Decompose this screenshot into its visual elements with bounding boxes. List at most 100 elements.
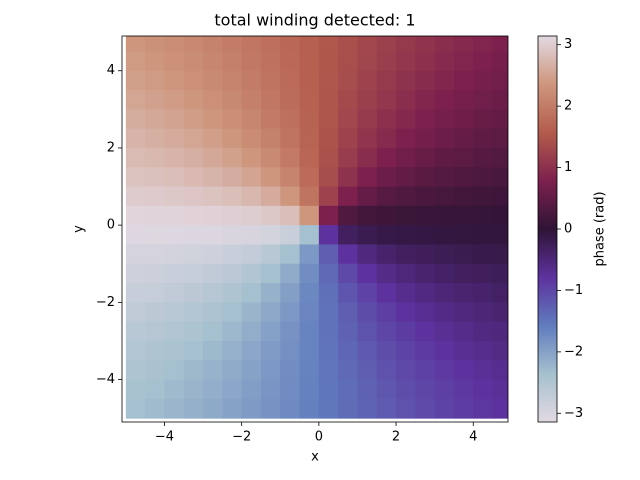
heatmap-cell: [280, 205, 301, 226]
heatmap-cell: [260, 109, 281, 130]
heatmap-cell: [338, 167, 358, 188]
colorbar-tick-label: 1: [564, 160, 572, 175]
heatmap-cell: [203, 186, 223, 207]
heatmap-cell: [280, 244, 301, 265]
heatmap-cell: [473, 398, 494, 419]
heatmap-cell: [125, 70, 146, 91]
heatmap-cell: [260, 128, 281, 149]
heatmap-cell: [318, 109, 339, 130]
heatmap-cell: [183, 147, 204, 168]
heatmap-cell: [376, 147, 397, 168]
heatmap-cell: [453, 205, 474, 226]
heatmap-cell: [203, 225, 223, 245]
heatmap-cell: [145, 167, 165, 188]
heatmap-cell: [453, 398, 474, 419]
heatmap-cell: [241, 263, 262, 284]
heatmap-cell: [473, 283, 494, 303]
heatmap-cell: [415, 128, 436, 149]
heatmap-cell: [318, 70, 339, 91]
heatmap-cell: [376, 90, 397, 110]
heatmap-cell: [338, 340, 358, 361]
heatmap-cell: [260, 283, 281, 303]
heatmap-cell: [376, 167, 397, 188]
heatmap-cell: [492, 321, 508, 342]
heatmap-cell: [473, 302, 494, 323]
heatmap-cell: [125, 36, 146, 52]
heatmap-cell: [260, 379, 281, 400]
heatmap-cell: [415, 263, 436, 284]
heatmap-cell: [299, 128, 320, 149]
heatmap-cell: [415, 321, 436, 342]
heatmap-cell: [145, 225, 165, 245]
heatmap-cell: [357, 51, 378, 72]
x-tick-label: 2: [392, 430, 400, 445]
heatmap-cell: [338, 225, 358, 245]
heatmap-cell: [222, 302, 243, 323]
heatmap-cell: [164, 360, 185, 381]
heatmap-cell: [125, 398, 146, 419]
heatmap-cell: [434, 302, 455, 323]
heatmap-cell: [396, 244, 416, 265]
heatmap-cell: [434, 128, 455, 149]
heatmap-cell: [183, 398, 204, 419]
y-tick-label: −4: [96, 372, 115, 387]
heatmap-cell: [396, 379, 416, 400]
heatmap-cell: [280, 109, 301, 130]
heatmap-cell: [145, 205, 165, 226]
heatmap-cell: [396, 109, 416, 130]
heatmap-cell: [434, 340, 455, 361]
heatmap-cell: [473, 90, 494, 110]
heatmap-cell: [357, 147, 378, 168]
y-tick-label: −2: [96, 295, 115, 310]
heatmap-cell: [299, 51, 320, 72]
heatmap-cell: [492, 263, 508, 284]
heatmap-cell: [222, 70, 243, 91]
heatmap-cell: [145, 51, 165, 72]
heatmap-cell: [415, 70, 436, 91]
heatmap-cell: [376, 321, 397, 342]
heatmap-cell: [434, 225, 455, 245]
heatmap-cell: [473, 225, 494, 245]
heatmap-cell: [376, 225, 397, 245]
heatmap-cell: [376, 398, 397, 419]
heatmap-cell: [164, 225, 185, 245]
heatmap-cell: [318, 244, 339, 265]
heatmap-cell: [473, 205, 494, 226]
heatmap-cell: [434, 321, 455, 342]
heatmap-cell: [145, 128, 165, 149]
heatmap-cell: [318, 302, 339, 323]
heatmap-cell: [453, 225, 474, 245]
heatmap-cell: [318, 205, 339, 226]
colorbar-tick-label: 3: [564, 37, 572, 52]
heatmap-cell: [241, 186, 262, 207]
heatmap-cell: [299, 263, 320, 284]
heatmap-cell: [299, 398, 320, 419]
heatmap-cell: [473, 109, 494, 130]
heatmap-cell: [415, 398, 436, 419]
y-tick-label: 2: [107, 140, 115, 155]
heatmap-cell: [396, 340, 416, 361]
heatmap-cell: [434, 244, 455, 265]
heatmap-cell: [338, 70, 358, 91]
heatmap-cell: [183, 340, 204, 361]
heatmap-cell: [299, 321, 320, 342]
heatmap-cell: [473, 360, 494, 381]
heatmap-cell: [453, 283, 474, 303]
heatmap-cell: [338, 379, 358, 400]
heatmap-cell: [183, 225, 204, 245]
heatmap-cell: [260, 398, 281, 419]
heatmap-cell: [164, 36, 185, 52]
heatmap-cell: [164, 51, 185, 72]
heatmap-cell: [434, 70, 455, 91]
colorbar-tick-label: 2: [564, 99, 572, 114]
heatmap-cell: [492, 398, 508, 419]
heatmap-cell: [260, 186, 281, 207]
heatmap-cell: [299, 36, 320, 52]
x-tick-label: 4: [469, 430, 477, 445]
heatmap-cell: [125, 283, 146, 303]
heatmap-cell: [145, 70, 165, 91]
heatmap-cell: [260, 225, 281, 245]
colorbar-tick-label: −3: [564, 406, 583, 421]
heatmap-cell: [376, 379, 397, 400]
